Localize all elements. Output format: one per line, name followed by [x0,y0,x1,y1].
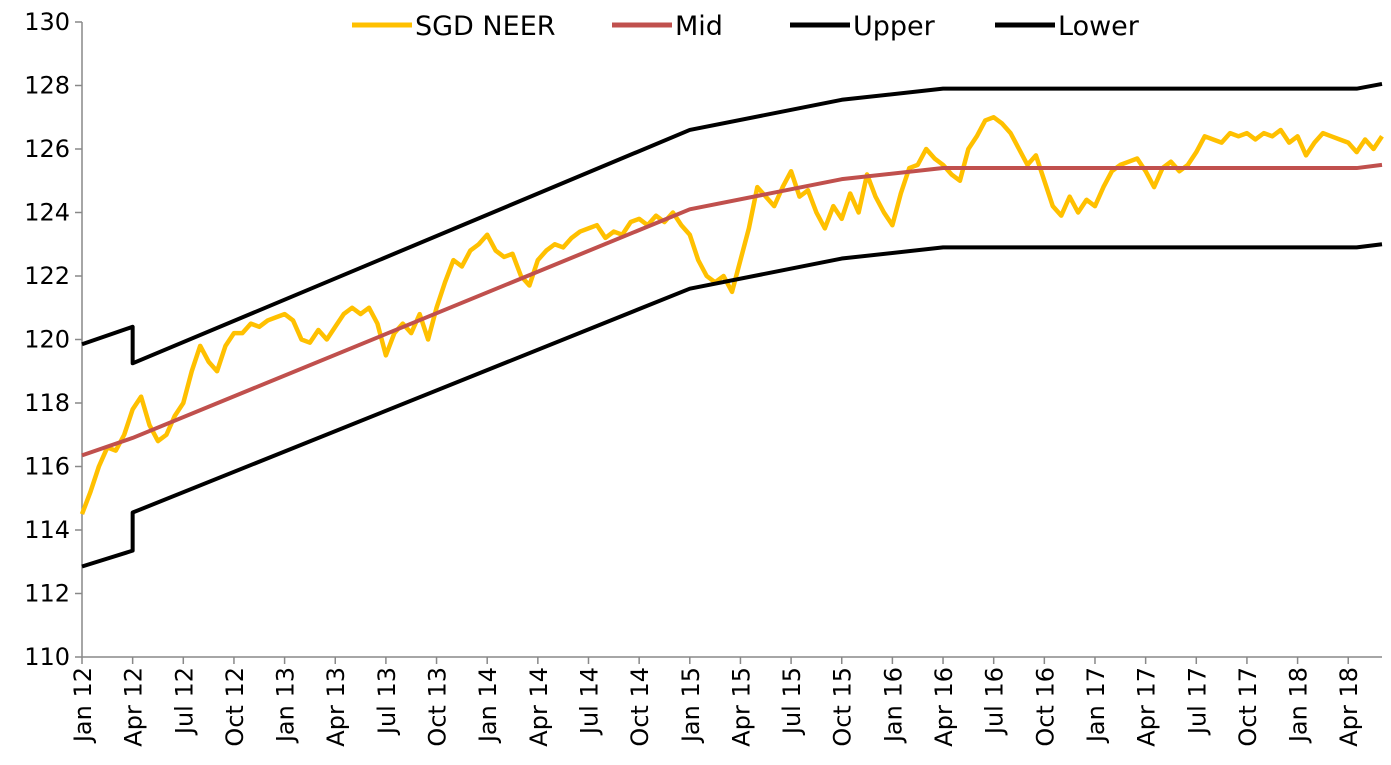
series-line [81,162,1383,458]
y-tick-label: 110 [24,643,70,671]
x-tick-label: Oct 16 [1031,667,1059,747]
x-tick-label: Oct 14 [626,667,654,747]
x-tick-label: Jul 17 [1183,667,1211,736]
x-tick-label: Jan 12 [69,667,97,744]
y-tick-label: 118 [24,389,70,417]
y-tick-label: 122 [24,262,70,290]
y-tick-label: 120 [24,326,70,354]
y-tick-label: 114 [24,516,70,544]
x-tick-label: Jul 14 [575,667,603,736]
x-tick-label: Apr 14 [525,667,553,747]
y-tick-label: 116 [24,453,70,481]
x-tick-label: Apr 16 [930,667,958,747]
x-tick-label: Jul 16 [981,667,1009,736]
y-tick-label: 128 [24,72,70,100]
y-tick-label: 112 [24,580,70,608]
legend-label: Upper [853,11,936,42]
x-tick-label: Jan 15 [677,667,705,744]
x-tick-label: Jul 13 [373,667,401,736]
x-tick-label: Oct 15 [829,667,857,747]
legend-label: Lower [1058,11,1140,42]
x-tick-label: Apr 13 [322,667,350,747]
legend-label: SGD NEER [415,11,556,42]
x-tick-label: Apr 15 [727,667,755,747]
y-tick-label: 130 [24,8,70,36]
x-tick-label: Oct 17 [1234,667,1262,747]
x-tick-label: Oct 13 [424,667,452,747]
x-tick-label: Jul 15 [778,667,806,736]
x-tick-label: Jan 18 [1285,667,1313,744]
y-tick-label: 124 [24,199,70,227]
x-tick-label: Jan 17 [1082,667,1110,744]
x-tick-label: Apr 18 [1335,667,1363,747]
x-tick-label: Jan 14 [474,667,502,744]
x-tick-label: Jan 16 [879,667,907,744]
series-line [81,81,1383,366]
series-line [81,242,1383,569]
x-tick-label: Apr 17 [1133,667,1161,747]
y-tick-label: 126 [24,135,70,163]
x-tick-label: Jan 13 [272,667,300,744]
x-tick-label: Oct 12 [221,667,249,747]
legend-label: Mid [675,11,723,42]
series-line [79,115,1384,515]
x-tick-label: Jul 12 [170,667,198,736]
x-tick-label: Apr 12 [120,667,148,747]
